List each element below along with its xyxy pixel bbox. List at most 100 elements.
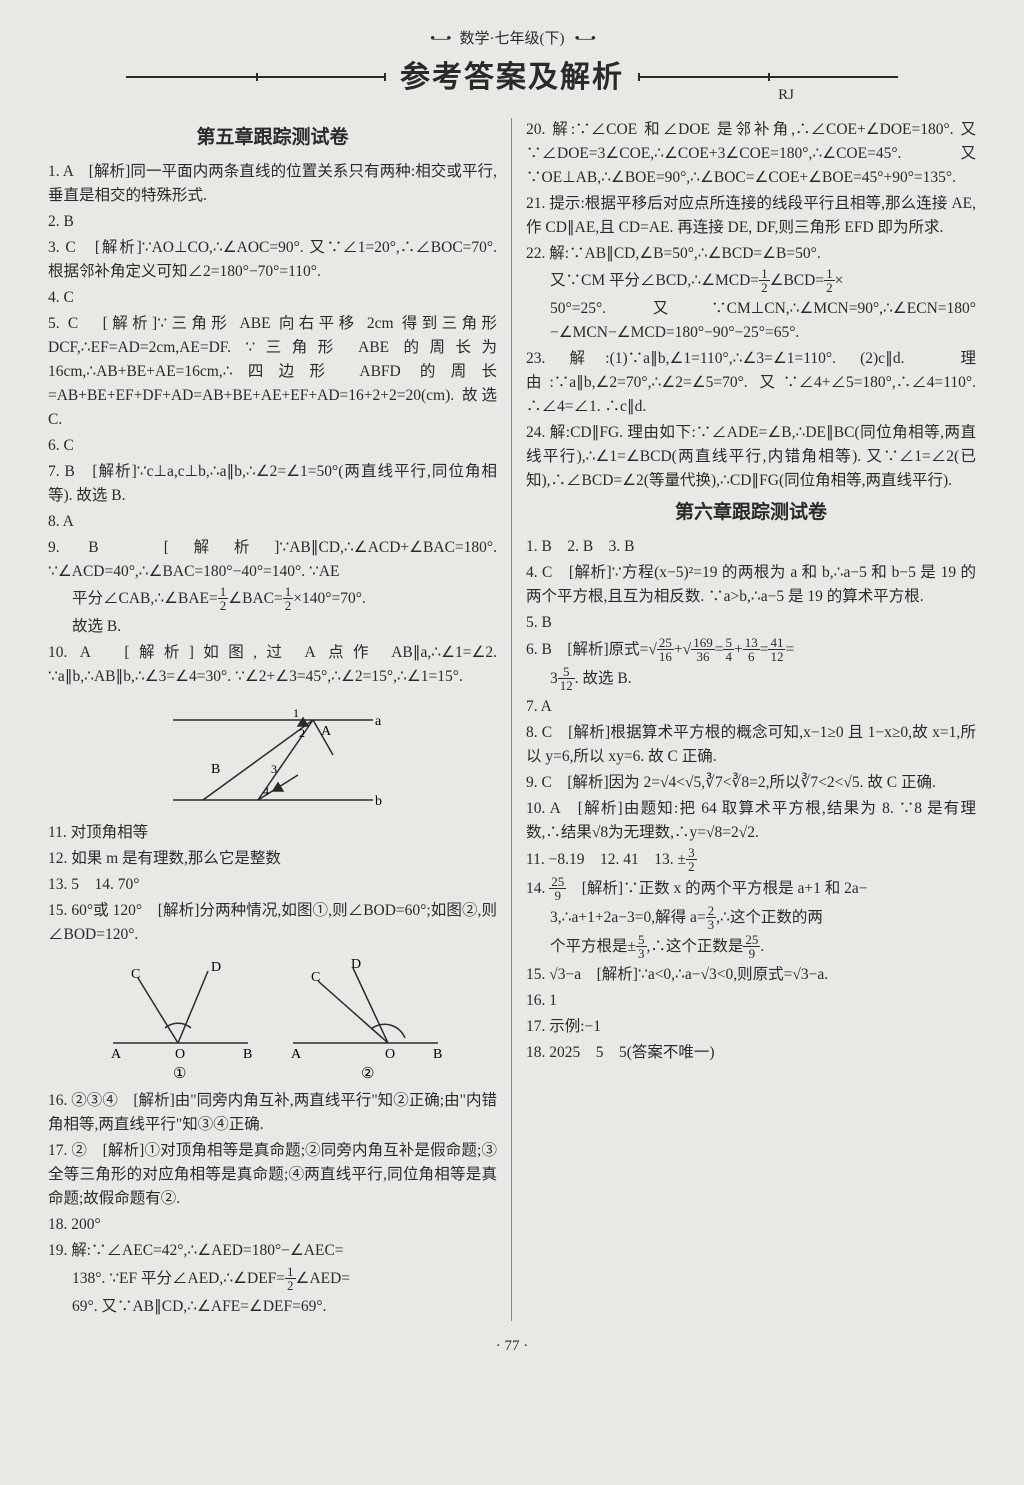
d2a-C: C [131,967,140,982]
r5: 5. B [526,611,976,635]
frac-25-9b: 259 [743,933,760,960]
q23: 23. 解:(1)∵a∥b,∠1=110°,∴∠3=∠1=110°. (2)c∥… [526,347,976,419]
r7: 7. A [526,695,976,719]
d2b-c2: ② [361,1066,374,1082]
r6d: + [734,641,743,658]
r15: 15. √3−a [解析]∵a<0,∴a−√3<0,则原式=√3−a. [526,963,976,987]
q22b: 又∵CM 平分∠BCD,∴∠MCD=12∠BCD=12× [526,268,976,295]
frac-half-5: 12 [824,267,835,294]
q20: 20. 解:∵∠COE 和∠DOE 是邻补角,∴∠COE+∠DOE=180°. … [526,118,976,190]
d2a-D: D [211,960,221,975]
r6: 6. B [解析]原式=√2516+√16936=54+136=4112= [526,637,976,664]
q24: 24. 解:CD∥FG. 理由如下:∵∠ADE=∠B,∴DE∥BC(同位角相等,… [526,421,976,493]
q9d: ×140°=70°. [293,590,366,607]
frac-half-2: 12 [283,585,294,612]
bullet-right: •—• [575,28,595,51]
d1-label-A: A [321,724,332,739]
frac-169-36: 16936 [691,636,715,663]
r14-line3: 个平方根是±53,∴这个正数是259. [526,934,976,961]
frac-5-3: 53 [636,933,647,960]
q11: 11. 对顶角相等 [48,821,497,845]
q8: 8. A [48,510,497,534]
r1-3: 1. B 2. B 3. B [526,535,976,559]
page-header: •—• 数学·七年级(下) •—• 参考答案及解析 [40,28,984,100]
q3: 3. C [解析]∵AO⊥CO,∴∠AOC=90°. 又∵∠1=20°,∴∠BO… [48,236,497,284]
q13-14: 13. 5 14. 70° [48,873,497,897]
frac-half-4: 12 [759,267,770,294]
frac-half-1: 12 [218,585,229,612]
q6: 6. C [48,434,497,458]
r6g: 3512. 故选 B. [526,666,976,693]
right-column: 20. 解:∵∠COE 和∠DOE 是邻补角,∴∠COE+∠DOE=180°. … [512,118,984,1321]
r6b: + [674,641,683,658]
q21: 21. 提示:根据平移后对应点所连接的线段平行且相等,那么连接 AE,作 CD∥… [526,192,976,240]
r11-t: 11. −8.19 12. 41 13. ± [526,851,686,868]
d2b-O: O [385,1047,395,1062]
q17: 17. ② [解析]①对顶角相等是真命题;②同旁内角互补是假命题;③全等三角形的… [48,1139,497,1211]
q1: 1. A [解析]同一平面内两条直线的位置关系只有两种:相交或平行,垂直是相交的… [48,160,497,208]
q9-line1: 9. B [解析]∵AB∥CD,∴∠ACD+∠BAC=180°. ∵∠ACD=4… [48,536,497,584]
q19c-t: ∠AED= [296,1270,351,1287]
r6c: = [715,641,724,658]
d1-n3: 3 [271,762,277,776]
d2b-A: A [291,1047,302,1062]
frac-3-2: 32 [686,846,697,873]
d1-n4: 4 [263,784,269,798]
q12: 12. 如果 m 是有理数,那么它是整数 [48,847,497,871]
frac-25-9: 259 [549,875,566,902]
r6f: = [785,641,794,658]
d1-n1: 1 [293,706,299,720]
left-column: 第五章跟踪测试卷 1. A [解析]同一平面内两条直线的位置关系只有两种:相交或… [40,118,512,1321]
r16: 16. 1 [526,989,976,1013]
q10: 10. A [解析]如图,过 A 点作 AB∥a,∴∠1=∠2. ∵a∥b,∴A… [48,641,497,689]
q19b-t: 138°. ∵EF 平分∠AED,∴∠DEF= [72,1270,285,1287]
q4: 4. C [48,286,497,310]
r14f: ,∴这个正数是 [647,938,744,955]
r18: 18. 2025 5 5(答案不唯一) [526,1041,976,1065]
r6g-t: 3 [550,670,558,687]
r6a: 6. B [解析]原式= [526,641,648,658]
q9-line3: 故选 B. [48,615,497,639]
q19b: 138°. ∵EF 平分∠AED,∴∠DEF=12∠AED= [48,1266,497,1293]
main-title: 参考答案及解析 [400,55,624,100]
frac-half-3: 12 [285,1265,296,1292]
r4: 4. C [解析]∵方程(x−5)²=19 的两根为 a 和 b,∴a−5 和 … [526,561,976,609]
content-columns: 第五章跟踪测试卷 1. A [解析]同一平面内两条直线的位置关系只有两种:相交或… [40,118,984,1321]
frac-41-12: 4112 [768,636,785,663]
q18: 18. 200° [48,1213,497,1237]
subtitle-text: 数学·七年级(下) [460,28,565,51]
q19d: 69°. 又∵AB∥CD,∴∠AFE=∠DEF=69°. [48,1295,497,1319]
r14-line1: 14. 259 [解析]∵正数 x 的两个平方根是 a+1 和 2a− [526,876,976,903]
r9: 9. C [解析]因为 2=√4<√5,∛7<∛8=2,所以∛7<2<√5. 故… [526,771,976,795]
r6e: = [760,641,769,658]
rj-label: RJ [778,84,794,107]
d2a-A: A [111,1047,122,1062]
q9b: 平分∠CAB,∴∠BAE= [72,590,218,607]
d1-label-b: b [375,794,382,809]
d1-n2: 2 [299,726,305,740]
d2b-C: C [311,970,320,985]
q9-line2: 平分∠CAB,∴∠BAE=12∠BAC=12×140°=70°. [48,586,497,613]
d1-label-B: B [211,762,220,777]
q22b-t: 又∵CM 平分∠BCD,∴∠MCD= [550,272,759,289]
q2: 2. B [48,210,497,234]
q5: 5. C [解析]∵三角形 ABE 向右平移 2cm 得到三角形 DCF,∴EF… [48,312,497,432]
diagram-q15: A B C D O ① A B C D O ② [93,953,453,1083]
r14g: . [760,938,764,955]
q9c: ∠BAC= [228,590,283,607]
frac-13-6: 136 [743,636,760,663]
title-line-left [126,76,386,78]
frac-25-16: 2516 [657,636,674,663]
r14d: ,∴这个正数的两 [716,909,823,926]
frac-5-12: 512 [558,665,575,692]
r14b: [解析]∵正数 x 的两个平方根是 a+1 和 2a− [566,880,867,897]
bullet-left: •—• [430,28,450,51]
r11-13: 11. −8.19 12. 41 13. ±32 [526,847,976,874]
d2b-B: B [433,1047,442,1062]
section-title-ch6: 第六章跟踪测试卷 [526,499,976,528]
q16: 16. ②③④ [解析]由"同旁内角互补,两直线平行"知②正确;由"内错角相等,… [48,1089,497,1137]
q22d-t: × [835,272,844,289]
d2b-D: D [351,957,361,972]
d1-label-a: a [375,714,382,729]
page-number: · 77 · [40,1335,984,1358]
